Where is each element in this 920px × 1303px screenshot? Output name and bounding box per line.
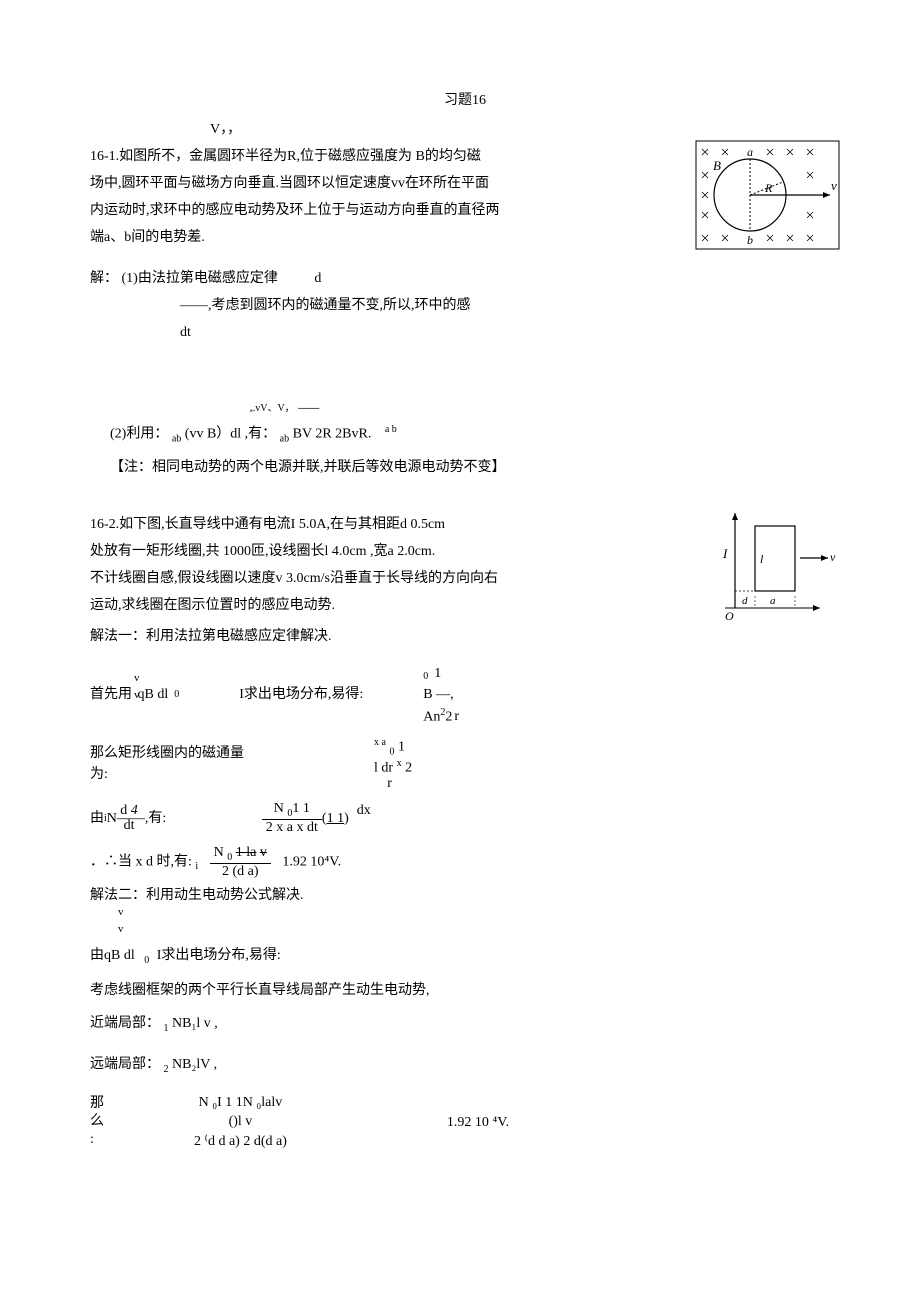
sol2b: (vv B）dl ,有： (185, 427, 276, 442)
sol2: (2)利用： (110, 427, 168, 442)
m2-l1b: 由qB dl 0 I求出电场分布,易得: (90, 945, 840, 968)
sol-label: 解： (90, 271, 118, 286)
sol2d: BV 2R 2BvR. (293, 427, 372, 442)
m2-l2: 考虑线圈框架的两个平行长直导线局部产生动生电动势, (90, 980, 840, 1001)
p2-l3: 不计线圈自感,假设线圈以速度v 3.0cm/s沿垂直于长导线的方向向右 (90, 568, 705, 589)
fig2-a: a (770, 595, 776, 607)
fig1-v: v (831, 178, 837, 193)
fig2-I: I (722, 546, 728, 561)
p2-l4: 运动,求线圈在图示位置时的感应电动势. (90, 595, 705, 616)
figure-1: B a b R v (695, 140, 840, 250)
sol2e: a b (385, 424, 397, 435)
fig1-R: R (764, 181, 773, 195)
sol1a: (1)由法拉第电磁感应定律 (122, 271, 278, 286)
p1-note: 【注：相同电动势的两个电源并联,并联后等效电源电动势不变】 (110, 457, 840, 478)
m2-l1: v v (90, 918, 840, 939)
m1-eq2: 那么矩形线圈内的磁通量 为: x a 0 1 l dr x 2 r (90, 737, 840, 791)
p2-method2: 解法二：利用动生电动势公式解决. (90, 885, 840, 906)
p1-l2: 场中,圆环平面与磁场方向垂直.当圆环以恒定速度vv在环所在平面 (90, 173, 680, 194)
p1-l3: 内运动时,求环中的感应电动势及环上位于与运动方向垂直的直径两 (90, 200, 680, 221)
eq2-line: ___ (298, 396, 319, 411)
page-title: 习题16 (90, 90, 840, 111)
p1-prefix: 16-1. (90, 149, 119, 164)
p2-method1: 解法一：利用法拉第电磁感应定律解决. (90, 626, 705, 647)
m1-eq3: 由 i N——,有: d 4 dt N 01 1 2 x a x dt ( 1 … (90, 801, 840, 835)
fig2-v: v (830, 550, 836, 564)
m1-eq1: 首先用 v v qB dl 0 I求出电场分布,易得: 01 B —, An22… (90, 663, 840, 728)
p2-l2: 处放有一矩形线圈,共 1000匝,设线圈长l 4.0cm ,宽a 2.0cm. (90, 541, 705, 562)
fig2-O: O (725, 609, 734, 623)
figure-2: I l d a O v (720, 508, 840, 623)
sol2c: ab (280, 434, 289, 445)
fig2-l: l (760, 552, 764, 566)
problem-1-body: 16-1.如图所不，金属圆环半径为R,位于磁感应强度为 B的均匀磁 场中,圆环平… (90, 140, 680, 254)
fig1-b: b (747, 233, 753, 247)
sol2a: ab (172, 434, 181, 445)
p1-l4: 端a、b间的电势差. (90, 227, 680, 248)
p2-prefix: 16-2. (90, 517, 119, 532)
p2-l1: 如下图,长直导线中通有电流I 5.0A,在与其相距d 0.5cm (119, 517, 445, 532)
p1-l1: 如图所不，金属圆环半径为R,位于磁感应强度为 B的均匀磁 (119, 149, 481, 164)
eq2-pre: ₐ.vV、V， (250, 403, 295, 414)
m1-eq4: ．∴当 x d 时,有: i N 0 1 la v 2 (d a) 1.92 1… (90, 845, 840, 879)
sol-dt: dt (180, 325, 191, 340)
fig1-a: a (747, 145, 753, 159)
problem-2-body: 16-2.如下图,长直导线中通有电流I 5.0A,在与其相距d 0.5cm 处放… (90, 508, 705, 653)
m2-final: 那 么 : N ₀I 1 1N ₀lalv ()l v 2 ⁽d d a) 2 … (90, 1093, 840, 1152)
fig1-B: B (713, 158, 721, 173)
top-note: V，， (90, 119, 840, 140)
m2-l3: 近端局部： 1 NB₁l v , (90, 1013, 840, 1036)
problem-16-1: V，， 16-1.如图所不，金属圆环半径为R,位于磁感应强度为 B的均匀磁 场中… (90, 119, 840, 478)
frac-d-dt: d (314, 271, 321, 286)
fig2-d: d (742, 595, 748, 607)
problem-16-2: 16-2.如下图,长直导线中通有电流I 5.0A,在与其相距d 0.5cm 处放… (90, 508, 840, 1152)
m2-l4: 远端局部： 2 NB₂lV , (90, 1054, 840, 1077)
sol1b: ——,考虑到圆环内的磁通量不变,所以,环中的感 (180, 295, 471, 316)
